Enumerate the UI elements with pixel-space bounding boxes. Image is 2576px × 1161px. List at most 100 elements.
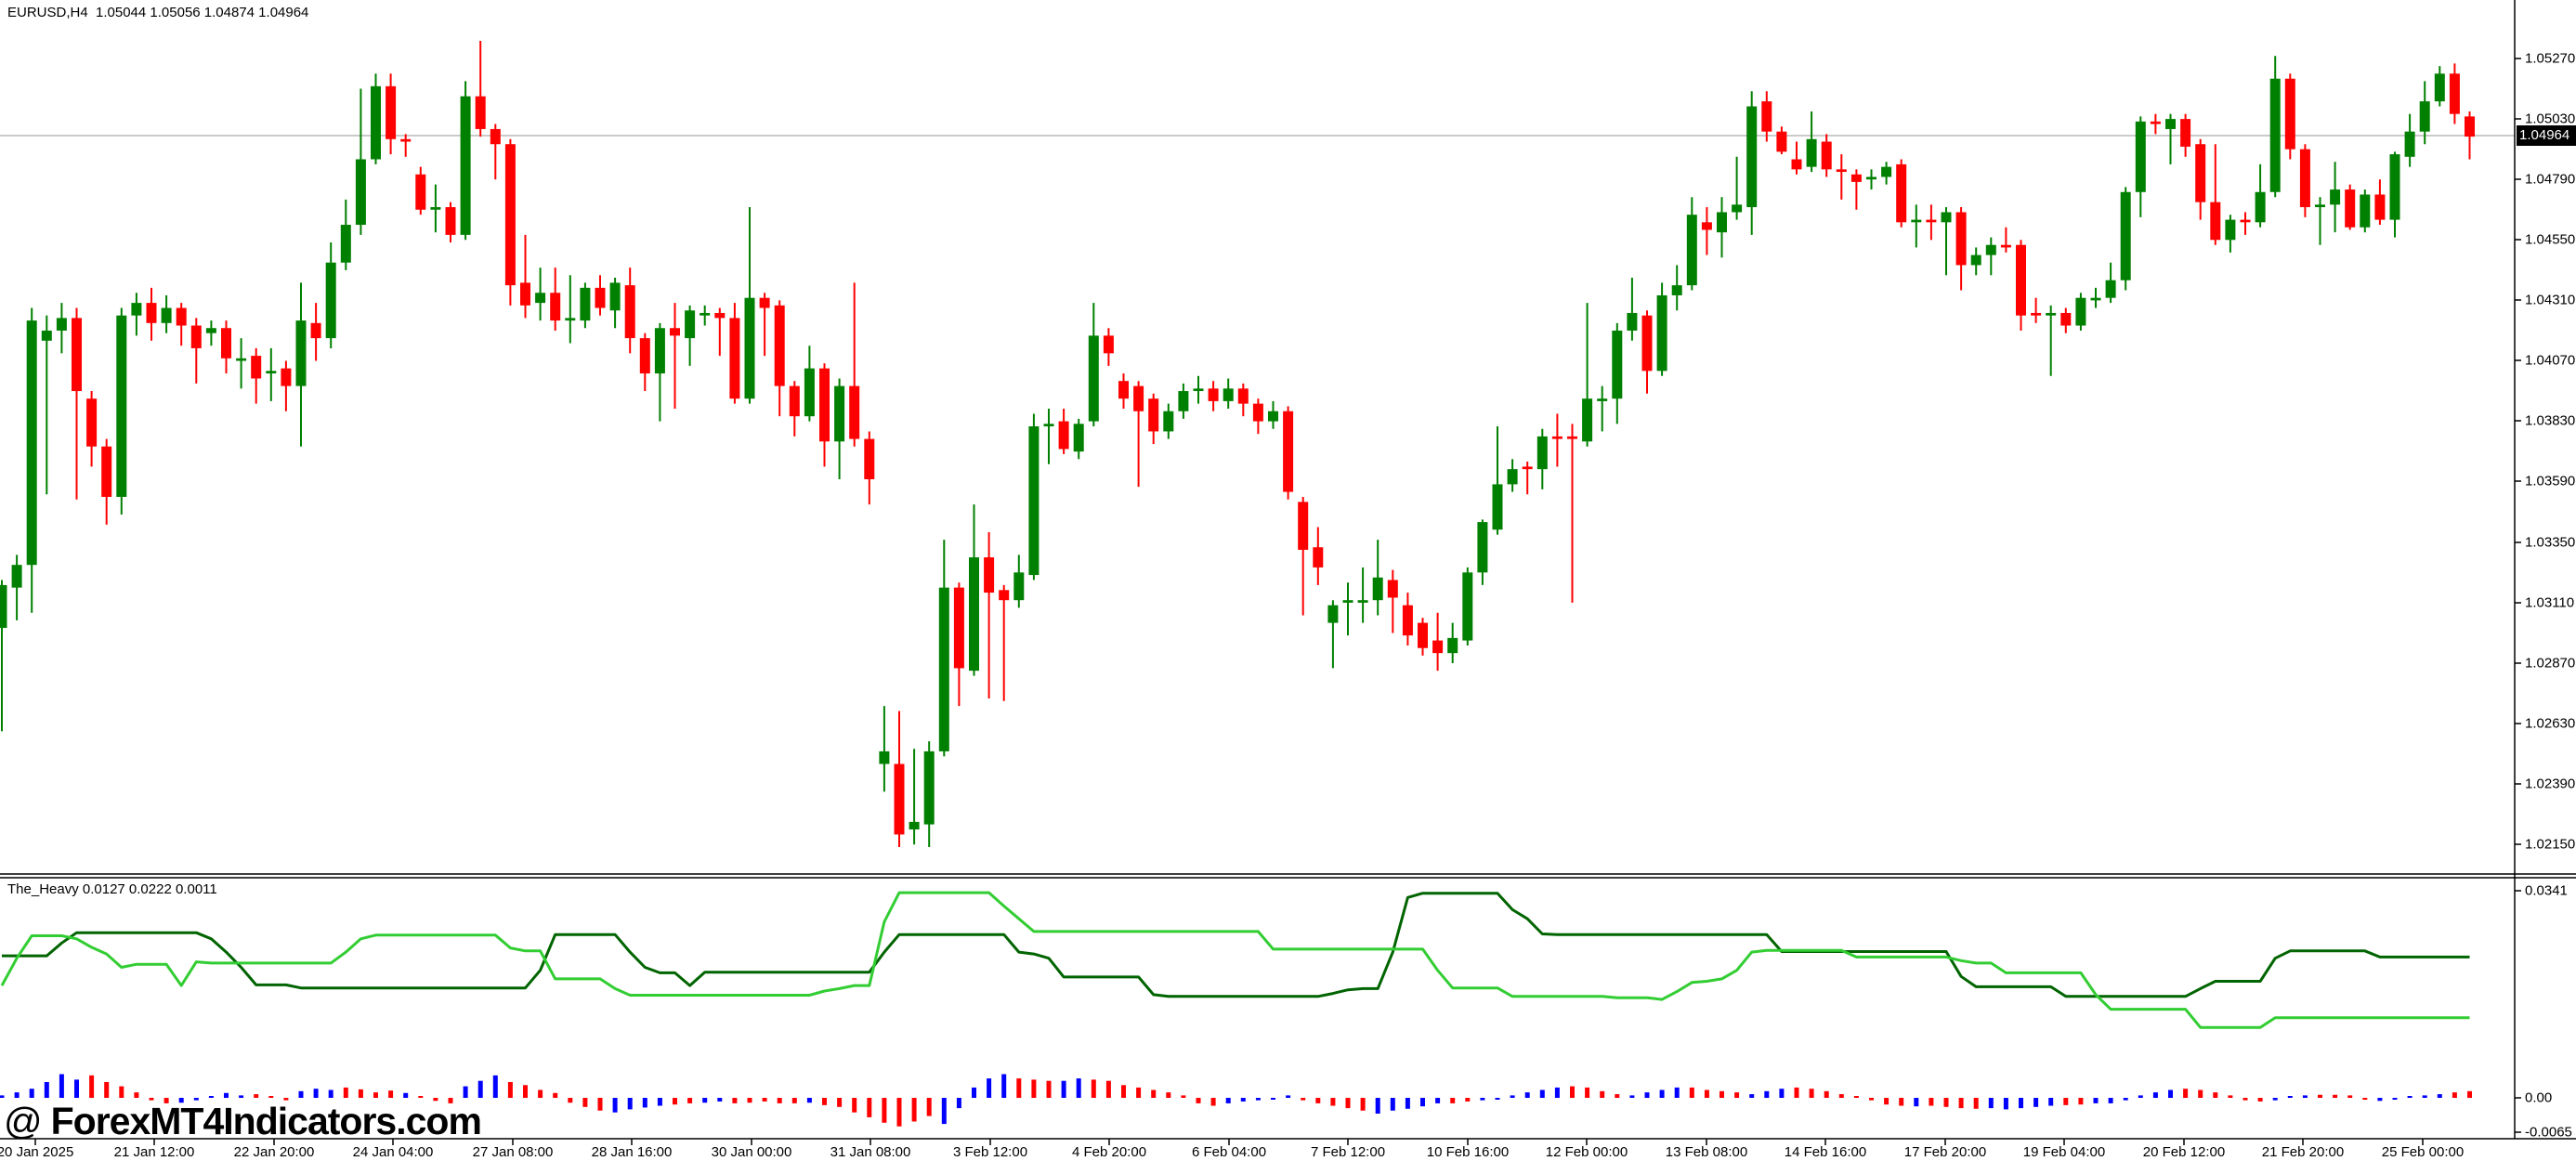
time-axis-label: 17 Feb 20:00 <box>1903 1144 1987 1160</box>
candle-body <box>744 297 755 399</box>
candle-body <box>580 287 591 321</box>
candle-body <box>1806 138 1817 167</box>
watermark: @ ForexMT4Indicators.com <box>4 1100 482 1142</box>
candle-body <box>1970 254 1981 266</box>
candle-body <box>999 590 1010 601</box>
candle-body <box>1821 141 1832 170</box>
candle-body <box>1641 315 1653 372</box>
candle-body <box>2135 121 2146 192</box>
price-axis-label: 1.02870 <box>2525 655 2576 672</box>
candle-body <box>1567 436 1577 439</box>
price-axis-label: 1.03590 <box>2525 473 2576 489</box>
candle-body <box>1283 411 1294 492</box>
time-axis-label: 6 Feb 04:00 <box>1191 1144 1267 1160</box>
candle-body <box>700 312 711 316</box>
candle-body <box>1612 330 1623 399</box>
candle-body <box>2449 73 2460 114</box>
candle-body <box>116 315 127 497</box>
candle-body <box>894 763 905 835</box>
candle-body <box>953 587 964 669</box>
candle-body <box>504 144 516 286</box>
candle-body <box>1148 398 1159 432</box>
candle-body <box>475 96 486 129</box>
watermark-at: @ <box>4 1100 43 1142</box>
chart-symbol-title: EURUSD,H4 1.05044 1.05056 1.04874 1.0496… <box>7 5 309 20</box>
price-axis-label: 1.03350 <box>2525 534 2576 551</box>
price-axis-label: 1.03830 <box>2525 412 2576 429</box>
candle-body <box>161 307 172 323</box>
candle-body <box>1582 398 1593 442</box>
candle-body <box>819 368 830 442</box>
candle-body <box>1178 391 1189 411</box>
candle-body <box>1926 219 1937 223</box>
candle-body <box>251 356 262 379</box>
candle-body <box>1028 426 1040 576</box>
candle-body <box>535 293 546 304</box>
candle-body <box>1013 572 1025 601</box>
candle-body <box>1492 484 1503 530</box>
candle-body <box>2075 297 2086 326</box>
candle-body <box>2090 297 2101 301</box>
candle-body <box>834 385 845 442</box>
candle-body <box>1627 312 1638 331</box>
time-axis-label: 20 Feb 12:00 <box>2142 1144 2226 1160</box>
candle-body <box>101 446 112 497</box>
candle-body <box>1163 411 1174 432</box>
candle-body <box>1462 572 1473 641</box>
candle-body <box>2389 154 2400 220</box>
candle-body <box>131 303 142 316</box>
time-axis-label: 21 Jan 12:00 <box>113 1144 195 1160</box>
candle-body <box>550 293 561 321</box>
candle-body <box>1208 388 1219 401</box>
candle-body <box>1836 169 1847 173</box>
candle-body <box>849 385 860 439</box>
time-axis-label: 13 Feb 08:00 <box>1665 1144 1748 1160</box>
candle-body <box>639 338 650 374</box>
candle-body <box>2120 191 2131 280</box>
time-axis-label: 30 Jan 00:00 <box>711 1144 792 1160</box>
candle-body <box>400 138 412 142</box>
price-axis-label: 1.04790 <box>2525 171 2576 188</box>
candle-body <box>595 287 606 308</box>
candle-body <box>2165 119 2176 129</box>
time-axis-label: 14 Feb 16:00 <box>1784 1144 1867 1160</box>
candle-body <box>1717 212 1727 233</box>
time-axis-label: 31 Jan 08:00 <box>830 1144 911 1160</box>
candle-body <box>1043 424 1054 427</box>
price-axis-label: 1.03110 <box>2525 594 2575 611</box>
candle-body <box>0 584 7 629</box>
candle-body <box>1342 600 1353 603</box>
candle-body <box>2210 202 2221 241</box>
candle-body <box>281 368 292 386</box>
candle-body <box>1118 381 1129 399</box>
candle-body <box>789 385 800 417</box>
candle-body <box>624 285 635 339</box>
candle-body <box>2180 119 2191 147</box>
candle-body <box>295 320 307 386</box>
candle-body <box>2000 244 2011 248</box>
candle-body <box>2299 149 2310 208</box>
candle-body <box>2060 312 2072 326</box>
candle-body <box>2016 244 2026 316</box>
price-axis-label: 1.04310 <box>2525 292 2576 308</box>
candle-body <box>26 320 37 566</box>
candle-body <box>984 557 995 594</box>
time-axis-label: 12 Feb 00:00 <box>1545 1144 1628 1160</box>
candle-body <box>714 312 726 319</box>
candle-body <box>1252 403 1263 422</box>
indicator-axis-label: 0.0341 <box>2525 882 2568 899</box>
candle-body <box>1387 580 1398 598</box>
candle-body <box>1597 398 1608 401</box>
price-axis-label: 1.05270 <box>2525 50 2576 67</box>
candle-body <box>2031 312 2042 316</box>
candle-body <box>654 328 665 374</box>
candle-body <box>1103 335 1114 354</box>
candle-body <box>1447 637 1458 654</box>
candle-body <box>804 368 815 417</box>
indicator-line-slow <box>2 892 2470 998</box>
candle-body <box>2465 116 2475 137</box>
candle-body <box>1298 502 1309 550</box>
time-axis-label: 10 Feb 16:00 <box>1426 1144 1510 1160</box>
time-axis-label: 28 Jan 16:00 <box>591 1144 673 1160</box>
